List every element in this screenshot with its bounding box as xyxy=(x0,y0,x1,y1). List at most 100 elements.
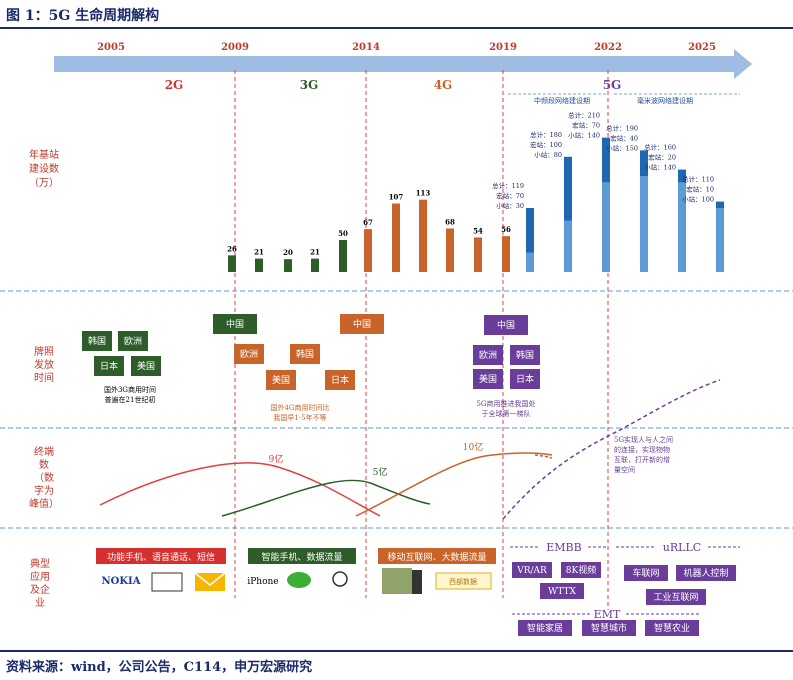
bar-annotation: 总计：190 xyxy=(606,123,638,132)
license-note-5g: 5G商用推进我国处 xyxy=(476,399,535,408)
row-label-terminals: （数 xyxy=(34,471,54,484)
cloud-icon xyxy=(332,571,348,587)
row-label-terminals: 峰值） xyxy=(29,497,59,510)
bar-5g-macro xyxy=(526,208,534,253)
emt-item: 智慧城市 xyxy=(591,622,627,634)
license-box-4g-box xyxy=(290,344,320,364)
terminal-peak-5g: 的连接，实现物物 xyxy=(614,445,670,454)
license-box-4g: 美国 xyxy=(272,374,290,386)
terminal-peak-5g: 量空间 xyxy=(614,465,635,474)
bar-annotation: 总计：180 xyxy=(530,130,562,139)
band-note: 中频段网络建设期 xyxy=(534,96,590,105)
bar-value-label: 107 xyxy=(389,193,404,202)
license-box-4g: 欧洲 xyxy=(240,348,258,360)
license-box-5g: 欧洲 xyxy=(479,349,497,361)
license-box-5g: 日本 xyxy=(516,373,534,385)
generation-label: 4G xyxy=(434,78,453,92)
year-label: 2025 xyxy=(688,42,716,53)
bar-value-label: 21 xyxy=(310,248,320,257)
curve-2g xyxy=(99,462,381,517)
license-box-4g: 中国 xyxy=(353,318,371,330)
bar-4g xyxy=(419,199,427,272)
timeline-arrow-head xyxy=(734,49,752,79)
iphone-logo: iPhone xyxy=(247,577,278,587)
license-box-4g: 中国 xyxy=(226,318,244,330)
bar-annotation: 小站：80 xyxy=(534,150,562,159)
bar-5g-small xyxy=(640,176,648,272)
license-note-3g: 国外3G商用时间 xyxy=(104,385,156,394)
bar-value-label: 67 xyxy=(363,218,373,227)
bar-4g xyxy=(502,236,510,272)
bar-annotation: 宏站：20 xyxy=(648,153,676,162)
app-banner-3g-box xyxy=(248,548,356,564)
bar-value-label: 50 xyxy=(338,229,348,238)
bar-5g-small xyxy=(564,220,572,272)
license-box-3g: 日本 xyxy=(100,360,118,372)
year-label: 2005 xyxy=(97,42,125,53)
year-label: 2019 xyxy=(489,42,517,53)
timeline-arrow-body xyxy=(54,56,734,72)
bar-value-label: 54 xyxy=(473,226,483,235)
emt-item-box xyxy=(645,620,699,636)
bar-5g-macro xyxy=(602,137,610,183)
row-label-apps: 典型 xyxy=(30,557,50,570)
row-label-license: 时间 xyxy=(34,371,54,384)
bar-value-label: 56 xyxy=(501,225,511,234)
bar-5g-small xyxy=(678,182,686,272)
bar-annotation: 总计：110 xyxy=(682,175,714,184)
license-box-4g: 韩国 xyxy=(296,348,314,360)
bar-value-label: 21 xyxy=(254,248,264,257)
app-banner-2g: 功能手机、语音通话、短信 xyxy=(107,551,215,563)
embb-label: EMBB xyxy=(546,541,581,554)
license-box-5g-box xyxy=(510,369,540,389)
license-box-5g: 中国 xyxy=(497,319,515,331)
license-box-5g: 韩国 xyxy=(516,349,534,361)
license-box-5g-box xyxy=(473,369,503,389)
license-box-3g-box xyxy=(131,356,161,376)
generation-label: 3G xyxy=(300,78,319,92)
big-data-image xyxy=(382,568,412,594)
bar-annotation: 宏站：70 xyxy=(572,121,600,130)
license-box-3g-box xyxy=(94,356,124,376)
license-box-4g: 日本 xyxy=(331,374,349,386)
mobile-phone-icon xyxy=(412,570,422,594)
terminal-peak-5g: 互联，打开新的增 xyxy=(614,455,670,464)
license-note-4g: 国外4G商用时间比 xyxy=(270,403,329,412)
license-note-3g: 普遍在21世纪初 xyxy=(105,395,156,404)
generation-label: 2G xyxy=(165,78,184,92)
row-label-terminals: 字为 xyxy=(34,484,54,497)
bar-5g-macro xyxy=(564,156,572,221)
license-box-4g-box xyxy=(234,344,264,364)
bar-3g xyxy=(339,240,347,272)
bar-3g xyxy=(311,258,319,272)
license-box-5g-box xyxy=(484,315,528,335)
bar-5g-macro xyxy=(640,150,648,176)
row-label-terminals: 终端 xyxy=(34,445,54,458)
emt-item-box xyxy=(582,620,636,636)
license-box-3g-box xyxy=(118,331,148,351)
row-label-license: 牌照 xyxy=(34,345,54,358)
bar-value-label: 68 xyxy=(445,217,455,226)
row-label-apps: 及企 xyxy=(30,583,50,596)
embb-item-box xyxy=(561,562,601,578)
curve-4g-extension xyxy=(534,454,553,459)
bar-4g xyxy=(446,228,454,272)
curve-3g xyxy=(221,479,431,517)
urllc-item: 机器人控制 xyxy=(683,567,728,579)
bar-4g xyxy=(474,237,482,272)
license-box-3g-box xyxy=(82,331,112,351)
urllc-item-box xyxy=(646,589,706,605)
row-label-apps: 应用 xyxy=(30,570,50,583)
embb-item-box xyxy=(540,583,584,599)
row-label-apps: 业 xyxy=(35,597,45,609)
phone-icon xyxy=(151,572,183,592)
bar-annotation: 宏站：10 xyxy=(686,185,714,194)
bar-annotation: 总计：210 xyxy=(568,111,600,120)
bar-annotation: 小站：140 xyxy=(644,163,676,172)
bar-annotation: 宏站：40 xyxy=(610,133,638,142)
year-label: 2009 xyxy=(221,42,249,53)
bar-annotation: 宏站：70 xyxy=(496,191,524,200)
terminal-peak-4g: 10亿 xyxy=(463,441,483,453)
bar-3g xyxy=(284,259,292,272)
